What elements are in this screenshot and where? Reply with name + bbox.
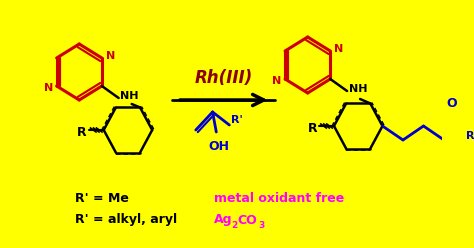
Text: OH: OH <box>209 139 230 153</box>
Text: Ag: Ag <box>214 214 233 226</box>
Text: O: O <box>446 97 457 110</box>
Text: N: N <box>272 76 282 86</box>
Text: NH: NH <box>349 84 367 94</box>
Text: N: N <box>44 83 53 93</box>
Text: R' = Me: R' = Me <box>74 191 128 205</box>
Text: CO: CO <box>238 214 257 226</box>
Text: 3: 3 <box>258 220 264 229</box>
Text: R: R <box>77 125 87 138</box>
Text: NH: NH <box>120 91 139 101</box>
Text: R: R <box>308 122 317 134</box>
Text: R': R' <box>231 115 243 125</box>
Text: R': R' <box>466 131 474 141</box>
Text: Rh(III): Rh(III) <box>195 69 253 87</box>
Text: metal oxidant free: metal oxidant free <box>214 191 345 205</box>
Text: N: N <box>106 51 115 61</box>
Text: R' = alkyl, aryl: R' = alkyl, aryl <box>74 214 177 226</box>
Text: N: N <box>334 44 343 54</box>
Text: 2: 2 <box>231 220 237 229</box>
